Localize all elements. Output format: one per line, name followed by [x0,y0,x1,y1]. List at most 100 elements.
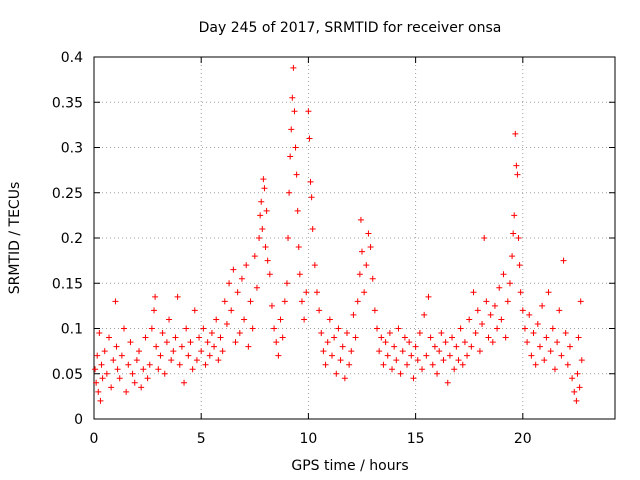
data-point [376,348,383,355]
data-point [148,325,155,332]
data-point [513,162,520,169]
data-point [296,271,303,278]
data-point [289,94,296,101]
data-point [253,284,260,291]
data-point [152,293,159,300]
data-point [560,257,567,264]
data-point [427,334,434,341]
data-point [166,316,173,323]
data-point [414,357,421,364]
data-point [487,311,494,318]
data-point [361,289,368,296]
data-point [528,352,535,359]
data-point [174,293,181,300]
data-point [391,343,398,350]
data-point [352,334,359,341]
y-axis-label: SRMTID / TECUs [7,182,23,295]
data-point [291,108,298,115]
point-layer [92,64,585,404]
data-point [483,298,490,305]
data-point [94,352,101,359]
data-point [256,235,263,241]
data-point [257,212,264,219]
data-point [98,361,105,368]
data-point [419,366,426,373]
data-point [178,343,185,350]
data-point [138,384,145,391]
data-point [331,334,338,341]
data-point [273,339,280,346]
data-point [223,320,230,327]
data-point [247,298,254,305]
data-point [459,361,466,368]
data-point [118,352,125,359]
x-tick-label: 20 [514,431,532,447]
data-point [494,325,501,332]
data-point [159,330,166,337]
data-point [386,330,393,337]
y-tick-label: 0.25 [52,186,83,202]
data-point [539,302,546,309]
data-point [245,343,252,350]
data-point [168,357,175,364]
data-point [481,235,488,241]
data-point [219,348,226,355]
data-point [185,352,192,359]
data-point [556,307,563,314]
data-point [146,361,153,368]
data-point [292,144,299,151]
data-point [517,289,524,296]
data-point [268,302,275,309]
data-point [271,325,278,332]
data-point [230,266,237,273]
data-point [489,339,496,346]
data-point [193,357,200,364]
data-point [163,339,170,346]
data-point [234,289,241,296]
data-point [446,352,453,359]
data-point [521,325,528,332]
data-point [215,357,222,364]
data-point [249,325,256,332]
data-point [116,375,123,382]
data-point [200,325,207,332]
data-point [577,298,584,305]
data-point [93,379,100,386]
data-point [500,271,507,278]
data-point [406,339,413,346]
data-point [389,366,396,373]
data-point [101,348,108,355]
data-point [412,343,419,350]
data-point [401,334,408,341]
data-point [578,357,585,364]
data-point [238,275,245,282]
data-point [551,366,558,373]
data-point [308,194,315,201]
data-point [543,334,550,341]
data-point [363,262,370,269]
data-point [127,339,134,346]
data-point [472,330,479,337]
data-point [151,307,158,314]
data-point [208,330,215,337]
x-tick-label: 0 [90,431,99,447]
data-point [547,348,554,355]
data-point [303,289,310,296]
data-point [142,334,149,341]
data-point [359,248,366,255]
y-tick-label: 0.1 [61,322,83,338]
data-point [575,334,582,341]
data-point [112,298,119,305]
data-point [293,171,300,178]
data-point [114,366,121,373]
data-point [374,325,381,332]
data-point [251,253,258,260]
data-point [125,361,132,368]
data-point [562,330,569,337]
data-point [515,235,522,241]
data-point [287,153,294,160]
data-point [129,370,136,377]
data-point [181,379,188,386]
data-point [99,375,106,382]
data-point [545,289,552,296]
